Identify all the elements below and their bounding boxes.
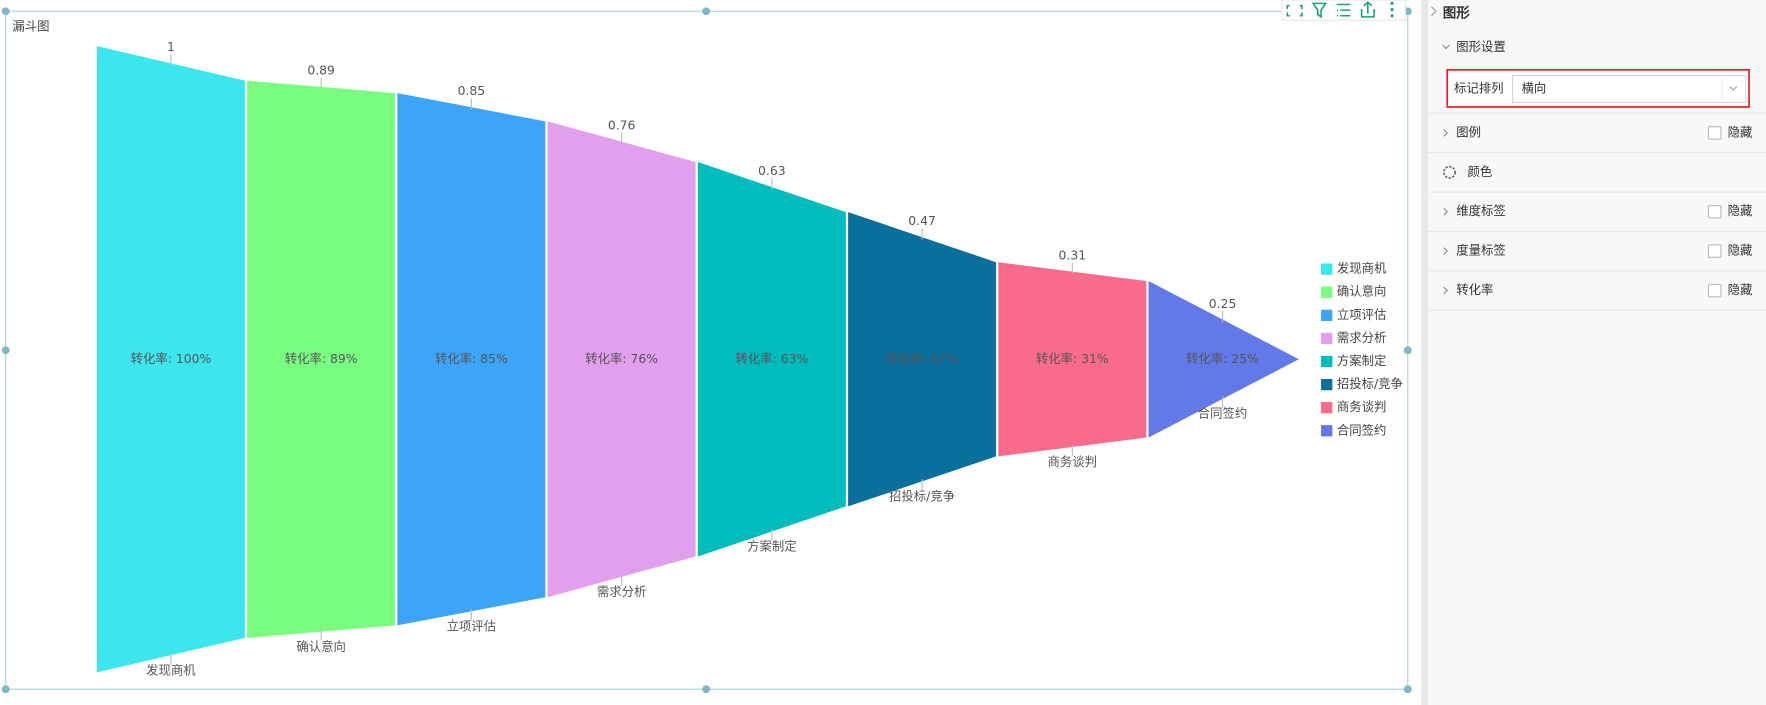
- select-box[interactable]: [1511, 74, 1747, 104]
- panel-title: 图形: [1443, 6, 1471, 22]
- expand-icon[interactable]: [1443, 129, 1449, 137]
- legend-swatch[interactable]: [1321, 402, 1333, 414]
- select-arrow[interactable]: [1729, 86, 1738, 91]
- category-label: 商务谈判: [1048, 454, 1098, 469]
- funnel-segment: [848, 212, 997, 507]
- rate-label: 转化率: 25%: [1186, 351, 1259, 366]
- divider: [1421, 0, 1429, 705]
- value-label: 0.63: [758, 164, 786, 178]
- category-label: 确认意向: [296, 639, 346, 654]
- funnel-segment: [247, 80, 396, 638]
- chart-title: 漏斗图: [12, 19, 49, 34]
- legend-swatch[interactable]: [1321, 263, 1333, 275]
- checkbox[interactable]: [1707, 283, 1722, 298]
- value-label: 1: [167, 40, 175, 54]
- category-label: 方案制定: [747, 539, 797, 554]
- funnel-segment: [998, 262, 1147, 457]
- expand-icon[interactable]: [1443, 286, 1449, 295]
- row-label[interactable]: 转化率: [1456, 282, 1493, 297]
- select-value[interactable]: 横向: [1522, 80, 1547, 95]
- category-label: 立项评估: [447, 619, 497, 634]
- checkbox-label[interactable]: 隐藏: [1728, 125, 1753, 139]
- value-label: 0.89: [307, 64, 335, 78]
- row-label[interactable]: 图例: [1456, 125, 1481, 139]
- rate-label: 转化率: 100%: [131, 351, 212, 366]
- more-icon[interactable]: [1390, 1, 1394, 18]
- value-label: 0.76: [608, 118, 636, 132]
- category-label: 发现商机: [146, 662, 196, 677]
- legend-label[interactable]: 招投标/竞争: [1337, 376, 1403, 391]
- value-label: 0.25: [1209, 297, 1237, 311]
- gear-icon[interactable]: [1443, 165, 1456, 179]
- toolbar: [1281, 0, 1407, 21]
- collapse-icon[interactable]: [1431, 6, 1437, 17]
- funnel-chart: 1 转化率: 100% 发现商机 0.89 转化率: 89% 确认意向 0.85 转化率: 8…: [96, 40, 1299, 677]
- rate-label: 转化率: 31%: [1036, 351, 1109, 366]
- rate-label: 转化率: 47%: [886, 351, 959, 366]
- category-label: 需求分析: [597, 585, 647, 599]
- funnel-segment: [96, 46, 245, 673]
- fullscreen-icon[interactable]: [1286, 4, 1303, 17]
- legend-swatch[interactable]: [1321, 332, 1333, 345]
- legend-swatch[interactable]: [1321, 286, 1333, 298]
- legend-label[interactable]: 立项评估: [1337, 307, 1387, 322]
- value-label: 0.85: [458, 84, 486, 98]
- row-label[interactable]: 度量标签: [1456, 243, 1506, 258]
- category-label: 招投标/竞争: [889, 489, 955, 504]
- export-icon[interactable]: [1360, 1, 1375, 18]
- legend-swatch[interactable]: [1321, 355, 1333, 368]
- checkbox-label[interactable]: 隐藏: [1728, 204, 1753, 218]
- setting-label: 标记排列: [1454, 81, 1504, 95]
- legend-swatch[interactable]: [1321, 309, 1333, 321]
- row-label[interactable]: 维度标签: [1456, 203, 1506, 218]
- rate-label: 转化率: 89%: [285, 351, 358, 366]
- legend-label[interactable]: 合同签约: [1337, 422, 1387, 437]
- expand-icon[interactable]: [1442, 44, 1450, 50]
- legend-label[interactable]: 发现商机: [1337, 261, 1387, 276]
- legend-label[interactable]: 方案制定: [1337, 353, 1387, 368]
- value-label: 0.47: [908, 214, 936, 228]
- legend-swatch[interactable]: [1321, 378, 1333, 391]
- row-label[interactable]: 颜色: [1467, 164, 1492, 179]
- legend-label[interactable]: 商务谈判: [1337, 399, 1387, 414]
- section-title[interactable]: 图形设置: [1456, 39, 1506, 54]
- funnel-segment: [397, 93, 546, 626]
- legend-label[interactable]: 确认意向: [1337, 284, 1387, 299]
- funnel-segment: [1148, 280, 1299, 438]
- funnel-segment: [697, 162, 846, 557]
- checkbox[interactable]: [1707, 244, 1722, 258]
- side-panel: [1428, 0, 1766, 705]
- rate-label: 转化率: 63%: [735, 351, 808, 366]
- legend-swatch[interactable]: [1321, 425, 1333, 437]
- rate-label: 转化率: 85%: [435, 351, 508, 366]
- filter-icon[interactable]: [1311, 2, 1328, 19]
- legend-label[interactable]: 需求分析: [1337, 331, 1387, 345]
- checkbox[interactable]: [1707, 126, 1722, 140]
- funnel-segment: [547, 121, 696, 598]
- category-label: 合同签约: [1198, 406, 1248, 421]
- rate-label: 转化率: 76%: [585, 351, 658, 366]
- value-label: 0.31: [1059, 248, 1087, 262]
- checkbox[interactable]: [1707, 204, 1722, 219]
- checkbox-label[interactable]: 隐藏: [1728, 244, 1753, 258]
- list-icon[interactable]: [1336, 3, 1351, 17]
- expand-icon[interactable]: [1443, 207, 1449, 216]
- expand-icon[interactable]: [1443, 247, 1449, 255]
- checkbox-label[interactable]: 隐藏: [1728, 283, 1753, 297]
